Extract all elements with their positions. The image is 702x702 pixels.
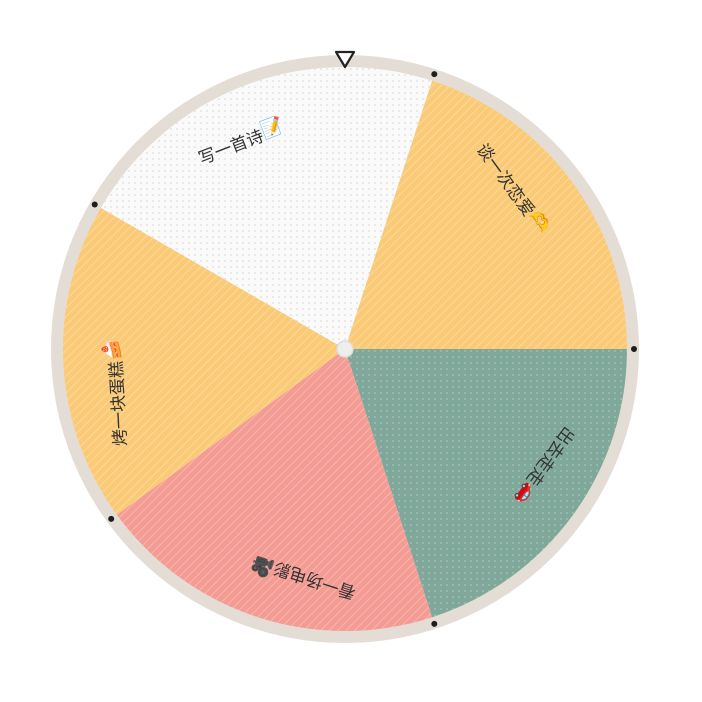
divider-dot (431, 71, 438, 78)
divider-dot (91, 201, 98, 208)
wheel-ticks (91, 71, 637, 627)
wheel-segment[interactable]: 写一首诗 📝 (100, 66, 433, 349)
divider-dot (431, 620, 438, 627)
divider-dot (108, 515, 115, 522)
wheel-hub[interactable] (336, 340, 354, 358)
wheel-segment[interactable]: 看一场电影 🎥 (116, 349, 433, 632)
cake-icon: 🍰 (100, 338, 123, 362)
wheel-segment[interactable]: 出去走走 🚗 (345, 349, 627, 618)
segment-slice (345, 80, 627, 349)
wheel-segments: 写一首诗 📝谈一次恋爱 🫶出去走走 🚗看一场电影 🎥烤一块蛋糕 🍰 (62, 66, 627, 632)
segment-slice (62, 208, 345, 515)
segment-slice (116, 349, 433, 632)
segment-slice (100, 66, 433, 349)
segment-slice (345, 349, 627, 618)
divider-dot (631, 346, 637, 352)
wheel-segment[interactable]: 烤一块蛋糕 🍰 (62, 208, 345, 515)
segment-label: 烤一块蛋糕 (107, 360, 131, 446)
pointer-icon (334, 50, 356, 69)
wheel-segment[interactable]: 谈一次恋爱 🫶 (345, 80, 627, 349)
